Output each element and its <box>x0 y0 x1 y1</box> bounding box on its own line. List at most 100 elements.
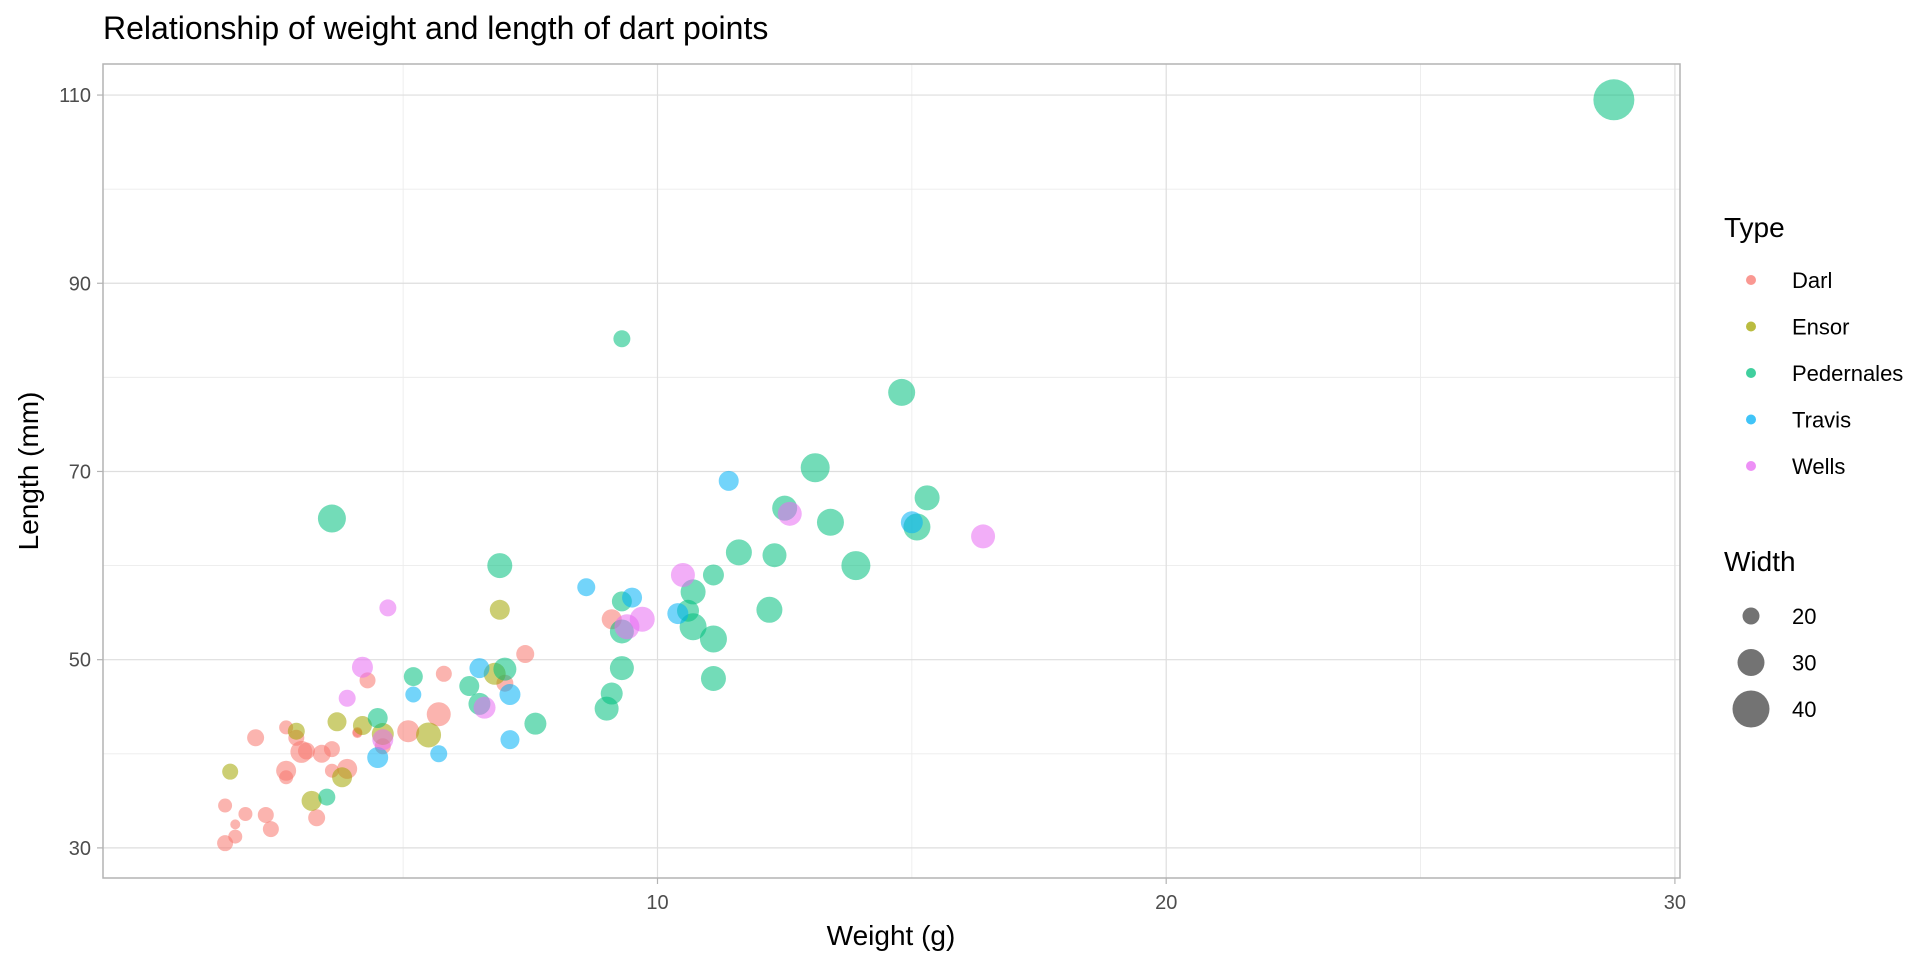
data-point <box>762 543 787 568</box>
data-point <box>257 806 274 823</box>
data-point <box>430 745 448 763</box>
y-tick-label: 90 <box>69 273 91 295</box>
x-tick-label: 20 <box>1155 892 1177 914</box>
data-point <box>670 562 695 587</box>
data-point <box>228 829 243 844</box>
legend-size-label: 20 <box>1792 604 1816 629</box>
data-point <box>459 676 480 697</box>
y-tick-label: 110 <box>59 85 91 107</box>
legend-key-darl <box>1746 275 1756 285</box>
data-point <box>900 511 923 534</box>
data-point <box>914 485 940 511</box>
data-point <box>622 587 643 608</box>
data-point <box>499 683 521 705</box>
data-point <box>756 596 783 623</box>
data-point <box>367 708 388 729</box>
y-axis-title: Length (mm) <box>13 392 44 551</box>
data-point <box>699 625 727 653</box>
legend-size-key <box>1742 607 1760 625</box>
y-tick-label: 70 <box>69 461 91 483</box>
data-point <box>487 553 513 579</box>
data-point <box>971 524 996 549</box>
data-point <box>702 564 724 586</box>
data-point <box>379 599 397 617</box>
data-point <box>629 606 655 632</box>
data-point <box>800 453 830 483</box>
data-point <box>888 378 916 406</box>
data-point <box>667 603 689 625</box>
x-tick-label: 30 <box>1664 892 1686 914</box>
y-tick-label: 50 <box>69 650 91 672</box>
legend-type-title: Type <box>1724 212 1785 243</box>
data-point <box>405 686 422 703</box>
data-point <box>318 788 336 806</box>
data-point <box>473 696 496 719</box>
data-point <box>700 665 726 691</box>
data-point <box>524 712 547 735</box>
data-point <box>352 716 372 736</box>
legend-width-title: Width <box>1724 546 1796 577</box>
data-point <box>725 539 752 566</box>
data-point <box>230 819 241 830</box>
series-wells <box>338 501 996 751</box>
legend-label-wells: Wells <box>1792 454 1845 479</box>
series-travis <box>367 470 923 769</box>
data-point <box>718 470 739 491</box>
data-point <box>218 798 233 813</box>
data-point <box>777 501 802 526</box>
data-point <box>577 578 596 597</box>
data-point <box>276 760 297 781</box>
data-point <box>287 722 305 740</box>
legend-key-travis <box>1746 414 1756 425</box>
legend-label-ensor: Ensor <box>1792 315 1849 340</box>
data-point <box>516 645 535 664</box>
data-point <box>816 508 844 536</box>
data-point <box>332 767 353 788</box>
x-axis-title: Weight (g) <box>827 920 956 951</box>
legend-size-key <box>1732 690 1770 728</box>
data-point <box>416 722 442 748</box>
y-tick-label: 30 <box>69 838 91 860</box>
axis-ticks: 10 20 30 30 50 70 90 110 <box>59 85 1686 914</box>
legend-label-darl: Darl <box>1792 268 1832 293</box>
data-point <box>600 682 623 705</box>
data-point <box>489 599 510 620</box>
chart-title: Relationship of weight and length of dar… <box>103 10 768 46</box>
data-point <box>609 656 634 681</box>
legend-size-label: 40 <box>1792 697 1816 722</box>
data-point <box>222 763 239 780</box>
data-point <box>613 330 631 348</box>
data-point <box>308 809 326 827</box>
data-point <box>323 741 340 758</box>
data-points <box>217 79 1635 852</box>
x-tick-label: 10 <box>646 892 668 914</box>
grid <box>103 64 1680 878</box>
legend-key-ensor <box>1746 321 1756 332</box>
data-point <box>500 730 520 750</box>
data-point <box>247 729 265 747</box>
data-point <box>493 657 517 681</box>
data-point <box>435 665 452 682</box>
data-point <box>1593 79 1635 121</box>
legend-key-pedernales <box>1746 368 1756 378</box>
data-point <box>469 658 490 679</box>
data-point <box>297 742 315 760</box>
data-point <box>351 656 373 678</box>
legend-size-key <box>1737 649 1765 676</box>
legend-label-pedernales: Pedernales <box>1792 361 1903 386</box>
data-point <box>367 747 389 769</box>
data-point <box>841 551 871 581</box>
data-point <box>372 729 394 751</box>
data-point <box>238 807 253 822</box>
data-point <box>397 720 420 743</box>
data-point <box>403 667 423 687</box>
data-point <box>262 821 279 838</box>
series-ensor <box>222 599 510 811</box>
legend-label-travis: Travis <box>1792 408 1851 433</box>
data-point <box>426 702 451 727</box>
legend: Type Width Darl Ensor Pedernales Travis Well… <box>1724 212 1903 728</box>
data-point <box>317 504 346 533</box>
data-point <box>301 790 322 811</box>
